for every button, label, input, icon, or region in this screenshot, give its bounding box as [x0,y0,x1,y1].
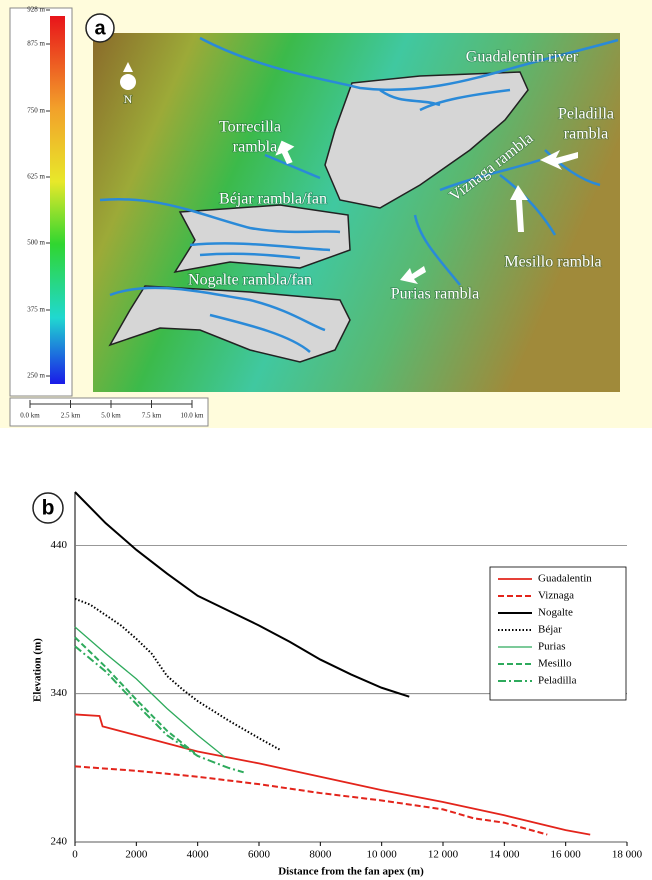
legend-label: Béjar [538,624,562,636]
legend-label: Peladilla [538,675,577,687]
y-tick-label: 340 [51,687,68,699]
map-label: Torrecilla [219,119,281,136]
map-label: Guadalentin river [466,49,579,66]
x-tick-label: 10 000 [367,849,398,861]
panel-label: b [42,497,55,520]
rivers [99,36,619,353]
y-axis-title: Elevation (m) [32,638,44,702]
arrows [120,62,578,284]
scale-label: 10.0 km [181,412,205,420]
scale-label: 0.0 km [20,412,40,420]
colorbar-label: 750 m [27,107,45,115]
fan [173,204,351,274]
map-label: Purias rambla [391,286,479,303]
scale-label: 2.5 km [61,412,81,420]
x-tick-label: 2000 [125,849,148,861]
colorbar-label: 928 m [27,6,45,14]
map-label: Nogalte rambla/fan [188,272,312,289]
line [74,636,196,754]
panel-badge [85,13,115,43]
x-tick-label: 14 000 [489,849,520,861]
legend-label: Viznaga [538,590,574,602]
x-tick-label: 4000 [187,849,210,861]
legend-label: Guadalentin [538,573,592,585]
x-tick-label: 6000 [248,849,271,861]
north-label: N [124,92,133,106]
map-label: Mesillo rambla [504,254,601,271]
line [74,491,410,698]
map-label: rambla [564,126,608,143]
line [74,645,244,774]
line [74,626,226,758]
y-tick-label: 440 [51,539,68,551]
colorbar-label: 500 m [27,239,45,247]
x-tick-label: 8000 [309,849,332,861]
legend-box [489,566,627,701]
x-axis-title: Distance from the fan apex (m) [278,866,424,878]
colorbar-label: 875 m [27,40,45,48]
scale-label: 5.0 km [101,412,121,420]
x-tick-label: 12 000 [428,849,459,861]
x-tick-label: 0 [72,849,78,861]
fan [324,71,529,209]
x-tick-label: 18 000 [612,849,643,861]
colorbar [50,16,65,384]
map-label: rambla [233,139,277,156]
legend-label: Nogalte [538,607,573,619]
fan [108,285,351,363]
x-tick-label: 16 000 [551,849,582,861]
y-tick-label: 240 [51,836,68,848]
scale-label: 7.5 km [142,412,162,420]
colorbar-label: 250 m [27,372,45,380]
map-label: Peladilla [558,106,614,123]
legend-label: Mesillo [538,658,572,670]
line [74,765,548,836]
colorbar-label: 375 m [27,306,45,314]
line [74,713,591,836]
panel-badge [32,492,64,524]
legend-label: Purias [538,641,566,653]
panel-label: a [94,17,106,39]
colorbar-label: 625 m [27,173,45,181]
map-label: Béjar rambla/fan [219,191,327,208]
scale-frame [9,397,209,427]
line [74,597,281,751]
